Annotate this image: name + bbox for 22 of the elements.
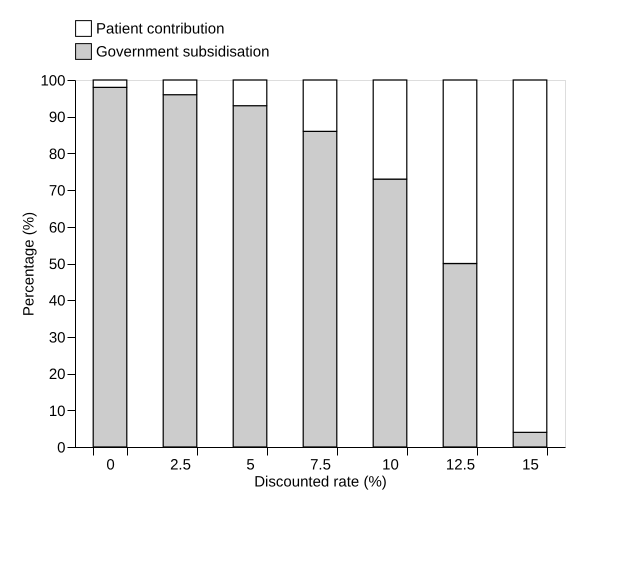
y-tick-label: 50 [48, 256, 66, 273]
y-tick-label: 0 [57, 440, 66, 456]
y-tick-label: 30 [48, 329, 66, 346]
x-tick-label: 12.5 [446, 456, 476, 474]
x-tick-label: 7.5 [310, 456, 331, 474]
y-tick-label: 40 [48, 292, 66, 310]
legend-label: Government subsidisation [96, 44, 270, 60]
y-tick-label: 70 [48, 182, 66, 200]
x-tick-label: 10 [382, 456, 399, 474]
y-tick-label: 80 [48, 146, 66, 163]
x-tick-label: 5 [246, 456, 255, 474]
x-tick-label: 2.5 [170, 456, 191, 474]
y-tick-label: 20 [48, 366, 66, 384]
x-tick-label: 0 [106, 456, 115, 474]
x-axis-title: Discounted rate (%) [254, 474, 387, 490]
y-tick-label: 10 [48, 402, 66, 420]
y-tick-label: 90 [48, 109, 66, 126]
legend-label: Patient contribution [96, 20, 224, 38]
y-tick-label: 60 [48, 219, 66, 236]
y-tick-label: 100 [40, 72, 66, 90]
y-axis-title: Percentage (%) [20, 212, 38, 316]
x-tick-label: 15 [522, 456, 539, 474]
